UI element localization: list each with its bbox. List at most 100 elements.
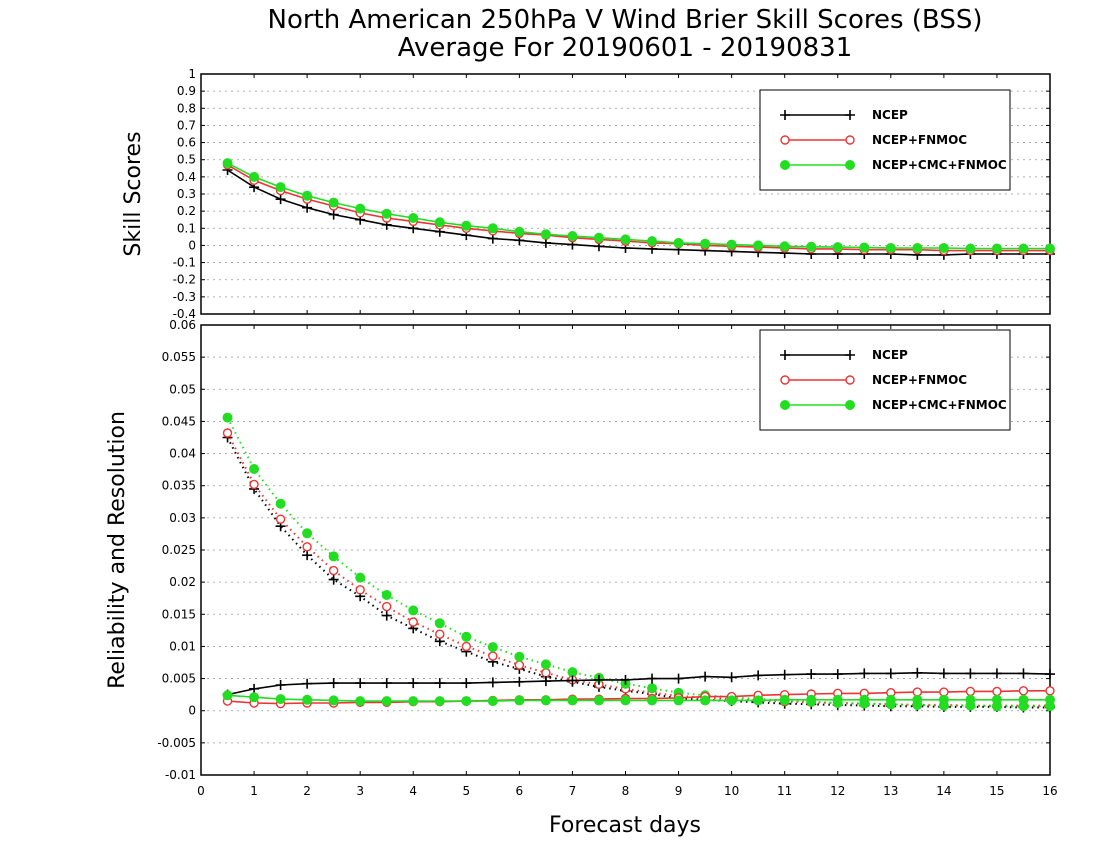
data-point	[859, 668, 870, 679]
data-point	[912, 694, 923, 705]
data-point	[275, 680, 286, 690]
data-point	[302, 202, 313, 213]
legend-marker	[780, 160, 790, 170]
data-point	[726, 672, 737, 683]
data-point	[249, 479, 259, 490]
data-point	[222, 412, 233, 423]
data-point	[302, 528, 313, 539]
data-point	[620, 674, 631, 685]
legend-label: NCEP+CMC+FNMOC	[872, 398, 1007, 412]
bottom-y-tick-label: -0.01	[165, 768, 196, 782]
bottom-y-tick-label: 0.06	[169, 318, 196, 332]
x-tick-label: 10	[724, 784, 739, 798]
data-point	[991, 243, 1002, 254]
top-legend: NCEP NCEP+FNMOC NCEP+CMC+FNMOC	[759, 89, 1011, 191]
data-point	[779, 241, 790, 252]
x-tick-label: 12	[830, 784, 845, 798]
data-point	[859, 694, 870, 705]
x-tick-label: 7	[569, 784, 577, 798]
data-point	[408, 696, 419, 707]
data-point	[806, 694, 817, 705]
data-point	[991, 668, 1002, 679]
data-point	[381, 678, 392, 689]
data-point	[328, 209, 339, 220]
chart-title-line-2: Average For 20190601 - 20190831	[398, 33, 853, 63]
data-point	[514, 660, 525, 670]
chart-title-line-1: North American 250hPa V Wind Brier Skill…	[268, 5, 983, 35]
data-point	[355, 678, 366, 689]
top-y-tick-label: 0.6	[177, 136, 196, 150]
data-point	[832, 242, 843, 253]
data-point	[779, 669, 790, 680]
data-point	[541, 668, 551, 678]
data-point	[673, 695, 684, 706]
data-point	[302, 694, 313, 705]
data-point	[779, 694, 790, 705]
data-point	[249, 692, 260, 703]
bottom-y-tick-label: 0.005	[162, 672, 196, 686]
series-line	[226, 437, 1050, 709]
data-point	[381, 610, 392, 621]
top-y-tick-label: 0	[188, 238, 196, 252]
data-point	[1045, 669, 1055, 680]
top-y-tick-label: 0.4	[177, 170, 196, 184]
data-point	[487, 223, 498, 234]
data-point	[487, 642, 498, 653]
x-tick-label: 2	[303, 784, 311, 798]
data-point	[593, 674, 604, 685]
data-point	[275, 694, 286, 705]
data-point	[355, 585, 365, 595]
legend-marker	[845, 160, 855, 170]
data-point	[991, 694, 1002, 705]
data-point	[275, 514, 286, 524]
data-point	[885, 668, 896, 679]
legend-marker	[780, 375, 790, 385]
data-point	[328, 695, 339, 706]
data-point	[647, 683, 658, 694]
x-tick-label: 8	[622, 784, 630, 798]
legend-marker	[780, 110, 790, 120]
top-y-tick-label: 0.1	[177, 221, 196, 235]
data-point	[275, 194, 286, 205]
data-point	[859, 242, 870, 253]
top-y-tick-label: -0.2	[173, 273, 196, 287]
data-point	[302, 678, 313, 689]
data-point	[700, 695, 711, 706]
bottom-y-tick-label: 0.055	[162, 350, 196, 364]
data-point	[381, 590, 392, 600]
bottom-y-tick-label: 0.02	[169, 575, 196, 589]
data-point	[593, 695, 604, 706]
legend-marker	[845, 110, 855, 120]
legend-marker	[845, 400, 855, 410]
data-point	[912, 667, 923, 678]
legend-marker	[780, 135, 790, 145]
data-point	[355, 572, 366, 583]
data-point	[965, 243, 976, 254]
data-point	[328, 551, 339, 562]
data-point	[832, 669, 843, 680]
data-point	[434, 618, 445, 629]
legend-marker	[780, 350, 790, 360]
x-tick-label: 15	[989, 784, 1004, 798]
data-point	[382, 601, 392, 612]
data-point	[408, 213, 419, 223]
data-point	[885, 243, 896, 253]
data-point	[992, 686, 1002, 697]
data-point	[249, 171, 260, 182]
bottom-panel: -0.01 -0.005 0 0.005 0.01 0.015 0.02 0.025 0.03 0…	[105, 318, 1055, 782]
legend-label: NCEP	[872, 348, 908, 362]
data-point	[514, 226, 525, 237]
data-point	[434, 678, 445, 689]
data-point	[806, 241, 817, 252]
data-point	[647, 695, 658, 706]
data-point	[540, 695, 551, 706]
data-point	[461, 641, 472, 652]
legend-marker	[845, 350, 855, 360]
data-point	[938, 668, 949, 679]
data-point	[965, 686, 976, 697]
top-panel: -0.4 -0.3 -0.2 -0.1 0 0.1 0.2 0.3 0.4 0.5 0.6 0.7 0.…	[121, 67, 1055, 321]
data-point	[302, 190, 313, 201]
data-point	[487, 677, 498, 688]
data-point	[328, 197, 339, 208]
